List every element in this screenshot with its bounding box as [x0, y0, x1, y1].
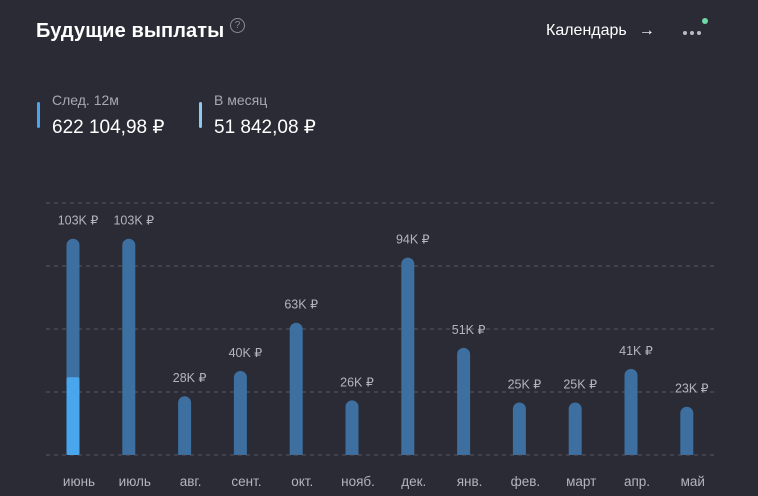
chart-bar	[289, 322, 303, 462]
more-options-button[interactable]	[682, 18, 708, 46]
chart-data-label: 26K ₽	[340, 375, 374, 389]
chart-data-label: 103K ₽	[113, 214, 154, 228]
chart-data-label: 103K ₽	[58, 214, 99, 228]
chart-x-tick-label: сент.	[231, 474, 261, 489]
stat-marker	[37, 102, 40, 128]
chart-data-label: 40K ₽	[229, 346, 263, 360]
chart-baseline-cover	[0, 455, 758, 496]
chart-data-label: 94K ₽	[396, 233, 430, 247]
chart-bar	[568, 402, 582, 462]
help-icon[interactable]: ?	[230, 18, 245, 33]
chart-data-label: 51K ₽	[452, 323, 486, 337]
ellipsis-icon	[683, 31, 701, 35]
chart-data-label: 63K ₽	[284, 298, 318, 312]
chart-bar	[457, 347, 471, 462]
page-title: Будущие выплаты	[36, 20, 225, 42]
chart-x-tick-label: окт.	[291, 474, 313, 489]
chart-x-tick-label: май	[681, 474, 705, 489]
chart-bar	[178, 396, 192, 462]
stat-label: След. 12м	[52, 92, 119, 108]
chart-bar	[624, 368, 638, 462]
chart-data-label: 23K ₽	[675, 382, 709, 396]
stat-marker	[199, 102, 202, 128]
stat-value: 622 104,98 ₽	[52, 117, 165, 138]
chart-data-label: 28K ₽	[173, 371, 207, 385]
header: Будущие выплаты ? Календарь →	[36, 18, 726, 50]
chart-x-tick-label: нояб.	[341, 474, 375, 489]
calendar-link-label: Календарь	[546, 22, 627, 39]
notification-dot	[702, 18, 708, 24]
chart-bar	[233, 371, 247, 462]
chart-data-label: 41K ₽	[619, 344, 653, 358]
chart-bar	[345, 400, 359, 462]
stat-value: 51 842,08 ₽	[214, 117, 316, 138]
arrow-right-icon: →	[638, 22, 655, 39]
chart-x-tick-label: июль	[119, 474, 151, 489]
calendar-link[interactable]: Календарь →	[546, 22, 655, 40]
chart-bar	[512, 402, 526, 462]
chart-x-tick-label: дек.	[401, 474, 426, 489]
chart-x-tick-label: апр.	[624, 474, 650, 489]
chart-bar	[401, 257, 415, 462]
chart-data-label: 25K ₽	[563, 378, 597, 392]
chart-x-tick-label: фев.	[511, 474, 541, 489]
chart-x-tick-label: март	[566, 474, 596, 489]
chart-x-tick-label: авг.	[180, 474, 202, 489]
chart-bar	[122, 238, 136, 462]
chart-data-label: 25K ₽	[508, 378, 542, 392]
chart-x-tick-label: янв.	[457, 474, 483, 489]
chart-bar-highlight	[66, 377, 80, 455]
chart-bar	[680, 406, 694, 462]
chart-x-tick-label: июнь	[63, 474, 95, 489]
stat-label: В месяц	[214, 92, 268, 108]
